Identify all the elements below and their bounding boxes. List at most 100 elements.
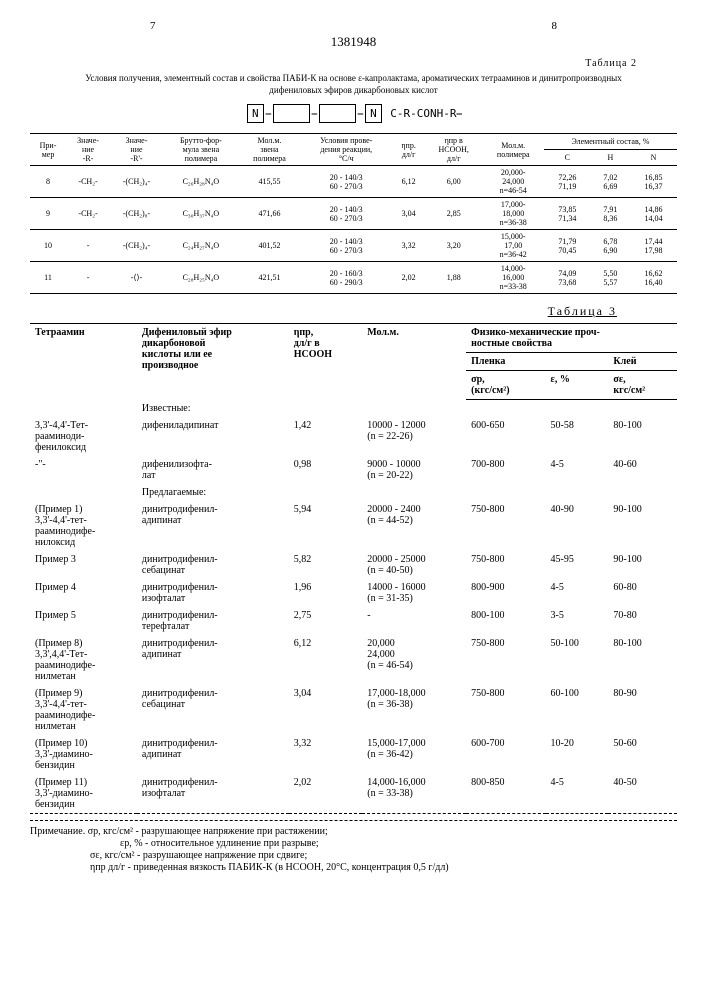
t3-h-sr: σр,(кгс/см²) <box>466 371 545 400</box>
footnote-2: εр, % - относительное удлинение при разр… <box>30 838 677 849</box>
t2-h-c: C <box>544 150 591 166</box>
t2-row: 10--(CH₂)₄-C₂₄H₂₇N₄O401,5220 - 140/360 -… <box>30 230 677 262</box>
t3-row: 3,3'-4,4'-Тет-рааминоди-фенилоксиддифени… <box>30 417 677 456</box>
t2-cell: - <box>66 262 110 294</box>
t3-cell: динитродифенил-адипинат <box>137 501 289 551</box>
t2-row: 9-CH₂--(CH₂)₈-C₃₀H₃₇N₄O471,6620 - 140/36… <box>30 198 677 230</box>
t3-cell: 90-100 <box>608 551 677 579</box>
t2-cell: 6,12 <box>392 166 424 198</box>
t2-h-cond: Условия прове-дения реакции,°С/ч <box>300 134 392 166</box>
t2-h-h: H <box>591 150 630 166</box>
proposed-label: Предлагаемые: <box>137 484 289 501</box>
t2-h-molm: Мол.м.звенаполимера <box>239 134 300 166</box>
t3-cell: 50-60 <box>608 735 677 774</box>
t3-cell: динитродифенил-изофталат <box>137 579 289 607</box>
t3-cell: 4-5 <box>546 774 609 814</box>
t3-cell: Пример 4 <box>30 579 137 607</box>
t3-cell: динитродифенил-себацинат <box>137 551 289 579</box>
t3-cell: 1,96 <box>289 579 363 607</box>
t3-cell: (Пример 10)3,3'-диамино-бензидин <box>30 735 137 774</box>
t2-h-r: Значе-ние-R- <box>66 134 110 166</box>
t3-cell: 14000 - 16000(n = 31-35) <box>362 579 466 607</box>
t2-cell: 3,32 <box>392 230 424 262</box>
t2-cell: 20 - 160/360 - 290/3 <box>300 262 392 294</box>
t2-cell: 9 <box>30 198 66 230</box>
t3-cell: 4-5 <box>546 456 609 484</box>
t2-cell: 421,51 <box>239 262 300 294</box>
t2-cell: 6,00 <box>425 166 483 198</box>
t3-h-eps: ε, % <box>546 371 609 400</box>
t3-cell: 3,32 <box>289 735 363 774</box>
t3-cell: 14,000-16,000(n = 33-38) <box>362 774 466 814</box>
t2-h-molmp: Мол.м.полимера <box>483 134 544 166</box>
t2-cell: 7,026,69 <box>591 166 630 198</box>
t3-h-diester: Дифениловый эфирдикарбоновойкислоты или … <box>137 324 289 400</box>
t2-cell: 471,66 <box>239 198 300 230</box>
t3-cell: 5,94 <box>289 501 363 551</box>
t2-cell: -⟨⟩- <box>110 262 163 294</box>
t3-cell: 600-650 <box>466 417 545 456</box>
t3-cell: 20000 - 2400(n = 44-52) <box>362 501 466 551</box>
t2-h-n: N <box>630 150 677 166</box>
page-left: 7 <box>30 20 276 32</box>
t3-row: (Пример 9)3,3'-4,4'-тет-рааминодифе-нилм… <box>30 685 677 735</box>
t3-row: (Пример 10)3,3'-диамино-бензидиндинитрод… <box>30 735 677 774</box>
doc-number: 1381948 <box>30 34 677 50</box>
t2-h-rp: Значе-ние-R'- <box>110 134 163 166</box>
t3-cell: 90-100 <box>608 501 677 551</box>
t2-cell: - <box>66 230 110 262</box>
t3-cell: 40-60 <box>608 456 677 484</box>
t2-h-example: При-мер <box>30 134 66 166</box>
t2-cell: 10 <box>30 230 66 262</box>
t3-cell: -"- <box>30 456 137 484</box>
t3-cell: 5,82 <box>289 551 363 579</box>
t3-row: Пример 3динитродифенил-себацинат5,822000… <box>30 551 677 579</box>
t2-cell: 17,4417,98 <box>630 230 677 262</box>
t3-cell: динитродифенил-изофталат <box>137 774 289 814</box>
t3-cell: дифенилизофта-лат <box>137 456 289 484</box>
t2-cell: 16,6216,40 <box>630 262 677 294</box>
t3-cell: 40-50 <box>608 774 677 814</box>
table2-label: Таблица 2 <box>30 58 637 69</box>
t2-cell: 7,918,36 <box>591 198 630 230</box>
t3-row: Пример 4динитродифенил-изофталат1,961400… <box>30 579 677 607</box>
t3-cell: 80-100 <box>608 635 677 685</box>
t2-row: 11--⟨⟩-C₂₈H₂₅N₄O421,5120 - 160/360 - 290… <box>30 262 677 294</box>
t3-cell: 10000 - 12000(n = 22-26) <box>362 417 466 456</box>
t3-cell: (Пример 8)3,3',4,4'-Тет-рааминодифе-нилм… <box>30 635 137 685</box>
t2-cell: -(CH₂)₈- <box>110 198 163 230</box>
t2-cell: 6,786,90 <box>591 230 630 262</box>
t2-cell: C₂₄H₂₇N₄O <box>163 230 239 262</box>
t2-cell: -(CH₂)₄- <box>110 230 163 262</box>
t3-h-eta: ηпр,дл/г вHCOOH <box>289 324 363 400</box>
t3-cell: (Пример 1)3,3'-4,4'-тет-рааминодифе-нило… <box>30 501 137 551</box>
t2-cell: -(CH₂)₄- <box>110 166 163 198</box>
t3-cell: (Пример 9)3,3'-4,4'-тет-рааминодифе-нилм… <box>30 685 137 735</box>
t3-cell: 1,42 <box>289 417 363 456</box>
t3-h-tetraamine: Тетраамин <box>30 324 137 400</box>
table3-label: Таблица 3 <box>30 304 617 319</box>
page-right: 8 <box>432 20 678 32</box>
t2-row: 8-CH₂--(CH₂)₄-C₂₆H₂₈N₄O415,5520 - 140/36… <box>30 166 677 198</box>
t3-cell: 4-5 <box>546 579 609 607</box>
caption: Условия получения, элементный состав и с… <box>70 73 637 96</box>
t3-cell: 17,000-18,000(n = 36-38) <box>362 685 466 735</box>
t3-cell: 2,75 <box>289 607 363 635</box>
t2-cell: 3,04 <box>392 198 424 230</box>
t3-cell: 20,00024,000(n = 46-54) <box>362 635 466 685</box>
t2-h-eta2: ηпр вHCOOH,дл/г <box>425 134 483 166</box>
t3-h-glue: Клей <box>608 353 677 371</box>
t3-cell: 600-700 <box>466 735 545 774</box>
t3-cell: 50-100 <box>546 635 609 685</box>
t2-cell: C₂₈H₂₅N₄O <box>163 262 239 294</box>
t3-cell: 80-100 <box>608 417 677 456</box>
t3-cell: 0,98 <box>289 456 363 484</box>
t3-cell: 70-80 <box>608 607 677 635</box>
t3-h-props: Физико-механические проч-ностные свойств… <box>466 324 677 353</box>
t3-cell: 2,02 <box>289 774 363 814</box>
t2-cell: 2,02 <box>392 262 424 294</box>
t3-cell: динитродифенил-адипинат <box>137 735 289 774</box>
t2-h-brutto: Брутто-фор-мула звенаполимера <box>163 134 239 166</box>
t3-h-film: Пленка <box>466 353 608 371</box>
t3-h-molm: Мол.м. <box>362 324 466 400</box>
